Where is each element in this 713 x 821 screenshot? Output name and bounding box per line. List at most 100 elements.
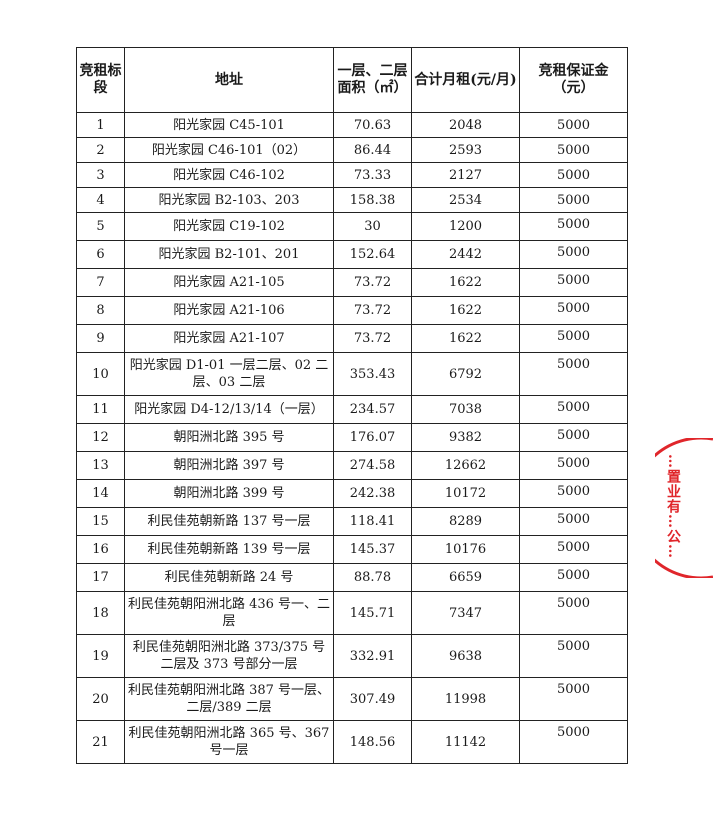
cell-lot: 9 xyxy=(76,324,125,353)
cell-lot: 4 xyxy=(76,187,125,213)
cell-address: 阳光家园 A21-105 xyxy=(124,268,334,297)
cell-area: 73.72 xyxy=(333,296,412,325)
table-row: 19 利民佳苑朝阳洲北路 373/375 号二层及 373 号部分一层 332.91… xyxy=(76,634,628,678)
header-monthly-rent: 合计月租(元/月) xyxy=(411,47,520,113)
rental-table: 竞租标段 地址 一层、二层面积（㎡） 合计月租(元/月) 竞租保证金（元） 1 阳光家园 … xyxy=(76,47,628,764)
cell-lot: 6 xyxy=(76,240,125,269)
cell-area: 148.56 xyxy=(333,720,412,764)
cell-deposit: 5000 xyxy=(519,187,628,213)
table-row: 14 朝阳洲北路 399 号 242.38 10172 5000 xyxy=(76,479,628,508)
cell-monthly-rent: 7038 xyxy=(411,395,520,424)
header-deposit: 竞租保证金（元） xyxy=(519,47,628,113)
header-lot: 竞租标段 xyxy=(76,47,125,113)
cell-lot: 11 xyxy=(76,395,125,424)
seal-text: …置业有…公… xyxy=(665,454,681,559)
cell-monthly-rent: 11998 xyxy=(411,677,520,721)
cell-area: 70.63 xyxy=(333,112,412,138)
cell-deposit: 5000 xyxy=(519,268,628,297)
cell-lot: 15 xyxy=(76,507,125,536)
table-row: 10 阳光家园 D1-01 一层二层、02 二层、03 二层 353.43 6792 5… xyxy=(76,352,628,396)
table-row: 12 朝阳洲北路 395 号 176.07 9382 5000 xyxy=(76,423,628,452)
cell-area: 145.71 xyxy=(333,591,412,635)
cell-address: 利民佳苑朝阳洲北路 365 号、367 号一层 xyxy=(124,720,334,764)
cell-lot: 19 xyxy=(76,634,125,678)
cell-area: 73.72 xyxy=(333,324,412,353)
cell-lot: 10 xyxy=(76,352,125,396)
cell-area: 73.72 xyxy=(333,268,412,297)
table-row: 16 利民佳苑朝新路 139 号一层 145.37 10176 5000 xyxy=(76,535,628,564)
cell-address: 阳光家园 B2-101、201 xyxy=(124,240,334,269)
table-row: 3 阳光家园 C46-102 73.33 2127 5000 xyxy=(76,162,628,188)
cell-monthly-rent: 8289 xyxy=(411,507,520,536)
cell-address: 阳光家园 A21-107 xyxy=(124,324,334,353)
cell-deposit: 5000 xyxy=(519,212,628,241)
table-row: 18 利民佳苑朝阳洲北路 436 号一、二层 145.71 7347 5000 xyxy=(76,591,628,635)
table-row: 15 利民佳苑朝新路 137 号一层 118.41 8289 5000 xyxy=(76,507,628,536)
table-row: 5 阳光家园 C19-102 30 1200 5000 xyxy=(76,212,628,241)
cell-area: 145.37 xyxy=(333,535,412,564)
table-row: 4 阳光家园 B2-103、203 158.38 2534 5000 xyxy=(76,187,628,213)
cell-monthly-rent: 2442 xyxy=(411,240,520,269)
cell-monthly-rent: 2127 xyxy=(411,162,520,188)
cell-monthly-rent: 12662 xyxy=(411,451,520,480)
cell-monthly-rent: 2593 xyxy=(411,137,520,163)
cell-area: 73.33 xyxy=(333,162,412,188)
cell-monthly-rent: 9382 xyxy=(411,423,520,452)
cell-deposit: 5000 xyxy=(519,507,628,536)
cell-deposit: 5000 xyxy=(519,451,628,480)
cell-monthly-rent: 1200 xyxy=(411,212,520,241)
table-row: 1 阳光家园 C45-101 70.63 2048 5000 xyxy=(76,112,628,138)
cell-monthly-rent: 7347 xyxy=(411,591,520,635)
cell-deposit: 5000 xyxy=(519,535,628,564)
cell-address: 朝阳洲北路 399 号 xyxy=(124,479,334,508)
cell-address: 阳光家园 C45-101 xyxy=(124,112,334,138)
cell-address: 朝阳洲北路 395 号 xyxy=(124,423,334,452)
cell-lot: 3 xyxy=(76,162,125,188)
cell-area: 30 xyxy=(333,212,412,241)
cell-monthly-rent: 1622 xyxy=(411,268,520,297)
header-area: 一层、二层面积（㎡） xyxy=(333,47,412,113)
cell-monthly-rent: 1622 xyxy=(411,296,520,325)
cell-address: 利民佳苑朝新路 24 号 xyxy=(124,563,334,592)
table-row: 6 阳光家园 B2-101、201 152.64 2442 5000 xyxy=(76,240,628,269)
cell-lot: 1 xyxy=(76,112,125,138)
cell-deposit: 5000 xyxy=(519,240,628,269)
cell-monthly-rent: 6792 xyxy=(411,352,520,396)
cell-area: 152.64 xyxy=(333,240,412,269)
cell-monthly-rent: 10176 xyxy=(411,535,520,564)
table-row: 20 利民佳苑朝阳洲北路 387 号一层、二层/389 二层 307.49 11998… xyxy=(76,677,628,721)
cell-address: 朝阳洲北路 397 号 xyxy=(124,451,334,480)
cell-lot: 7 xyxy=(76,268,125,297)
company-seal: …置业有…公… xyxy=(655,438,713,578)
table-row: 9 阳光家园 A21-107 73.72 1622 5000 xyxy=(76,324,628,353)
cell-lot: 8 xyxy=(76,296,125,325)
cell-monthly-rent: 9638 xyxy=(411,634,520,678)
cell-monthly-rent: 2048 xyxy=(411,112,520,138)
cell-lot: 5 xyxy=(76,212,125,241)
cell-monthly-rent: 2534 xyxy=(411,187,520,213)
cell-deposit: 5000 xyxy=(519,563,628,592)
cell-deposit: 5000 xyxy=(519,677,628,721)
cell-deposit: 5000 xyxy=(519,324,628,353)
cell-area: 158.38 xyxy=(333,187,412,213)
cell-deposit: 5000 xyxy=(519,720,628,764)
cell-deposit: 5000 xyxy=(519,423,628,452)
cell-area: 332.91 xyxy=(333,634,412,678)
cell-monthly-rent: 6659 xyxy=(411,563,520,592)
cell-address: 利民佳苑朝阳洲北路 387 号一层、二层/389 二层 xyxy=(124,677,334,721)
cell-address: 利民佳苑朝新路 137 号一层 xyxy=(124,507,334,536)
cell-area: 234.57 xyxy=(333,395,412,424)
table-row: 21 利民佳苑朝阳洲北路 365 号、367 号一层 148.56 11142 5000 xyxy=(76,720,628,764)
cell-monthly-rent: 11142 xyxy=(411,720,520,764)
seal-ring xyxy=(655,438,713,578)
table-header: 竞租标段 地址 一层、二层面积（㎡） 合计月租(元/月) 竞租保证金（元） xyxy=(76,47,628,113)
cell-address: 阳光家园 B2-103、203 xyxy=(124,187,334,213)
cell-monthly-rent: 1622 xyxy=(411,324,520,353)
cell-lot: 20 xyxy=(76,677,125,721)
cell-deposit: 5000 xyxy=(519,479,628,508)
cell-address: 利民佳苑朝阳洲北路 436 号一、二层 xyxy=(124,591,334,635)
header-address: 地址 xyxy=(124,47,334,113)
cell-area: 88.78 xyxy=(333,563,412,592)
cell-lot: 12 xyxy=(76,423,125,452)
cell-lot: 2 xyxy=(76,137,125,163)
